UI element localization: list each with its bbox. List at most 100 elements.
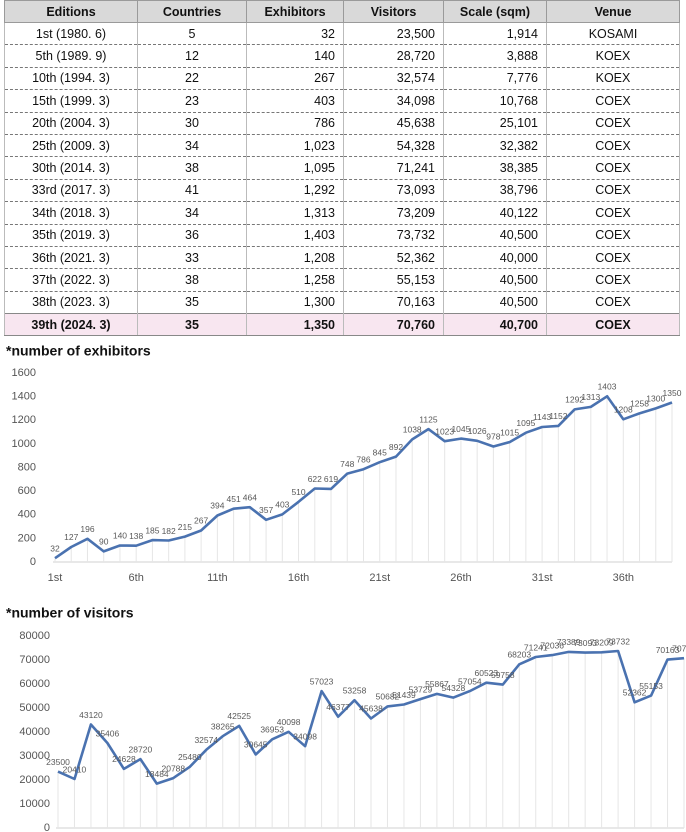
table-cell: 32 [246,22,344,46]
table-cell: 1st (1980. 6) [4,22,138,46]
table-row: 30th (2014. 3) 38 1,095 71,241 38,385 COEX [4,156,680,180]
table-cell: 36th (2021. 3) [4,246,138,270]
table-cell: 1,313 [246,201,344,225]
y-tick-label: 600 [18,485,36,497]
data-label: 73389 [557,637,581,647]
table-cell: 7,776 [443,67,547,91]
x-tick-label: 26th [450,572,471,584]
data-label: 53729 [409,684,433,694]
table-cell: COEX [546,224,680,247]
table-cell: 5th (1989. 9) [4,44,138,68]
table-cell: COEX [546,134,680,158]
table-row: 39th (2024. 3) 35 1,350 70,760 40,700 COEX [4,313,680,337]
x-tick-label: 21st [369,572,390,584]
data-label: 73093 [573,638,597,648]
data-label: 1152 [549,411,568,421]
data-label: 40098 [277,717,301,727]
table-cell: 40,500 [443,291,547,315]
table-cell: 267 [246,67,344,91]
table-cell: COEX [546,201,680,225]
data-label: 28720 [129,744,153,754]
table-cell: 36 [137,224,247,247]
table-row: 15th (1999. 3) 23 403 34,098 10,768 COEX [4,89,680,113]
data-label: 1313 [581,392,600,402]
table-cell: 25,101 [443,112,547,135]
data-label: 185 [145,525,159,535]
data-label: 32574 [194,735,218,745]
table-cell: 40,122 [443,201,547,225]
data-label: 182 [162,526,176,536]
data-label: 1038 [403,425,422,435]
data-line [54,394,673,560]
table-cell: 52,362 [343,246,444,270]
column-header: Venue [546,0,680,23]
table-row: 38th (2023. 3) 35 1,300 70,163 40,500 COEX [4,291,680,315]
x-tick-label: 6th [129,572,144,584]
column-header: Scale (sqm) [443,0,547,23]
table-cell: 1,914 [443,22,547,46]
data-label: 786 [356,454,370,464]
data-label: 70163 [656,645,680,655]
y-tick-label: 50000 [19,702,50,714]
data-label: 892 [389,442,403,452]
table-row: 1st (1980. 6) 5 32 23,500 1,914 KOSAMI [4,22,680,46]
data-label: 622 [308,474,322,484]
data-label: 34098 [293,731,317,741]
table-cell: 1,350 [246,313,344,337]
x-tick-label: 11th [207,572,228,584]
table-cell: 54,328 [343,134,444,158]
table-row: 37th (2022. 3) 38 1,258 55,153 40,500 COEX [4,268,680,292]
data-label: 71241 [524,642,548,652]
table-cell: 1,292 [246,179,344,203]
table-cell: 32,574 [343,67,444,91]
x-tick-label: 31st [532,572,553,584]
data-label: 1125 [419,414,438,424]
data-label: 1258 [630,399,649,409]
data-label: 215 [178,522,192,532]
table-cell: 71,241 [343,156,444,180]
y-tick-label: 20000 [19,774,50,786]
table-cell: KOEX [546,67,680,91]
table-cell: 22 [137,67,247,91]
table-row: 34th (2018. 3) 34 1,313 73,209 40,122 COEX [4,201,680,225]
table-cell: 34th (2018. 3) [4,201,138,225]
data-label: 59758 [491,670,515,680]
data-label: 464 [243,492,257,502]
data-label: 1350 [663,388,682,398]
table-cell: COEX [546,89,680,113]
table-cell: 45,638 [343,112,444,135]
table-cell: 70,760 [343,313,444,337]
editions-table: Editions Countries Exhibitors Visitors Scale… [4,0,680,337]
data-label: 20410 [63,764,87,774]
data-label: 36953 [260,725,284,735]
table-cell: 35th (2019. 3) [4,224,138,247]
table-cell: 38th (2023. 3) [4,291,138,315]
table-cell: COEX [546,179,680,203]
data-label: 72036 [540,640,564,650]
data-label: 60523 [474,668,498,678]
table-cell: 40,000 [443,246,547,270]
data-label: 1023 [435,426,454,436]
table-cell: 38,385 [443,156,547,180]
column-header: Countries [137,0,247,23]
table-row: 10th (1994. 3) 22 267 32,574 7,776 KOEX [4,67,680,91]
data-label: 196 [80,524,94,534]
data-label: 18484 [145,769,169,779]
x-tick-label: 16th [288,572,309,584]
y-tick-label: 800 [18,461,36,473]
data-label: 70760 [672,643,686,653]
data-label: 1208 [614,405,633,415]
y-tick-label: 0 [30,556,36,568]
data-label: 53258 [343,685,367,695]
table-cell: KOSAMI [546,22,680,46]
data-label: 127 [64,532,78,542]
y-tick-label: 1400 [12,391,36,403]
data-label: 38265 [211,721,235,731]
table-row: 35th (2019. 3) 36 1,403 73,732 40,500 COEX [4,224,680,247]
data-label: 73209 [590,638,614,648]
chart-title: *number of visitors [6,605,134,621]
table-cell: COEX [546,291,680,315]
table-cell: 1,403 [246,224,344,247]
y-tick-label: 80000 [19,630,50,642]
data-label: 32 [50,543,60,553]
